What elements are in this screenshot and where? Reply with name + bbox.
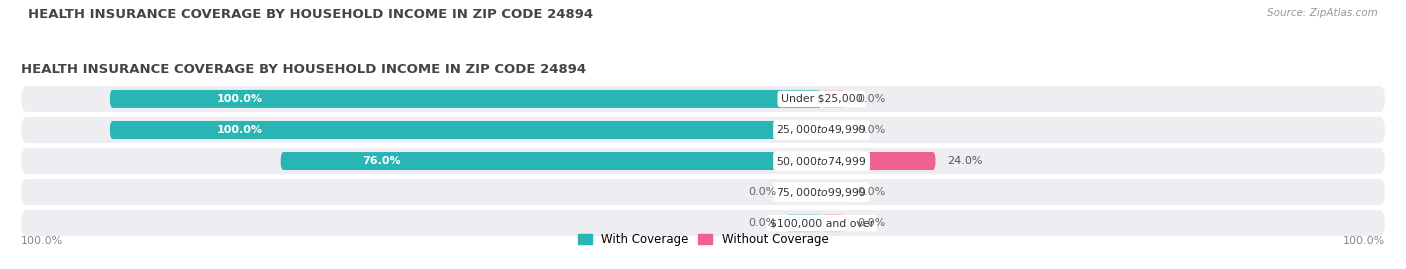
Text: 0.0%: 0.0% xyxy=(858,218,886,228)
FancyBboxPatch shape xyxy=(786,183,821,201)
Text: 24.0%: 24.0% xyxy=(948,156,983,166)
FancyBboxPatch shape xyxy=(21,148,1385,174)
Text: 0.0%: 0.0% xyxy=(858,94,886,104)
Text: 0.0%: 0.0% xyxy=(748,218,776,228)
Text: HEALTH INSURANCE COVERAGE BY HOUSEHOLD INCOME IN ZIP CODE 24894: HEALTH INSURANCE COVERAGE BY HOUSEHOLD I… xyxy=(21,63,586,76)
Text: 100.0%: 100.0% xyxy=(217,94,263,104)
FancyBboxPatch shape xyxy=(21,179,1385,205)
Text: $50,000 to $74,999: $50,000 to $74,999 xyxy=(776,154,866,168)
Text: 100.0%: 100.0% xyxy=(21,236,63,246)
Text: 0.0%: 0.0% xyxy=(748,187,776,197)
Text: Source: ZipAtlas.com: Source: ZipAtlas.com xyxy=(1267,8,1378,18)
FancyBboxPatch shape xyxy=(821,183,845,201)
Text: $100,000 and over: $100,000 and over xyxy=(769,218,873,228)
FancyBboxPatch shape xyxy=(281,152,821,170)
FancyBboxPatch shape xyxy=(110,121,821,139)
Text: 0.0%: 0.0% xyxy=(858,187,886,197)
Text: Under $25,000: Under $25,000 xyxy=(780,94,862,104)
FancyBboxPatch shape xyxy=(21,210,1385,236)
Text: HEALTH INSURANCE COVERAGE BY HOUSEHOLD INCOME IN ZIP CODE 24894: HEALTH INSURANCE COVERAGE BY HOUSEHOLD I… xyxy=(28,8,593,21)
Text: $25,000 to $49,999: $25,000 to $49,999 xyxy=(776,123,866,136)
Text: $75,000 to $99,999: $75,000 to $99,999 xyxy=(776,186,866,199)
FancyBboxPatch shape xyxy=(821,152,935,170)
FancyBboxPatch shape xyxy=(110,90,821,108)
Text: 100.0%: 100.0% xyxy=(1343,236,1385,246)
Text: 100.0%: 100.0% xyxy=(217,125,263,135)
Text: 0.0%: 0.0% xyxy=(858,125,886,135)
Legend: With Coverage, Without Coverage: With Coverage, Without Coverage xyxy=(572,228,834,251)
FancyBboxPatch shape xyxy=(821,214,845,232)
Text: 76.0%: 76.0% xyxy=(361,156,401,166)
FancyBboxPatch shape xyxy=(21,86,1385,112)
FancyBboxPatch shape xyxy=(821,90,845,108)
FancyBboxPatch shape xyxy=(786,214,821,232)
FancyBboxPatch shape xyxy=(21,117,1385,143)
FancyBboxPatch shape xyxy=(821,121,845,139)
